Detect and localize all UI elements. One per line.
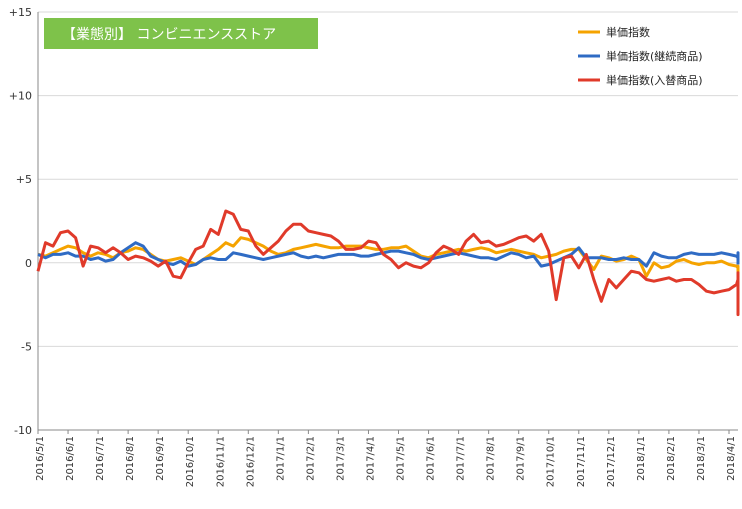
x-tick-label: 2018/3/1	[696, 436, 707, 481]
x-tick-label: 2016/9/1	[155, 436, 166, 481]
legend-label-0: 単価指数	[606, 25, 650, 39]
x-tick-label: 2017/3/1	[335, 436, 346, 481]
series-line-0	[37, 236, 740, 281]
y-tick-label: -5	[21, 340, 32, 353]
y-axis-ticks: +15 +10 +5 0 -5 -10	[9, 6, 32, 437]
x-tick-label: 2017/4/1	[365, 436, 376, 481]
x-tick-label: 2017/5/1	[396, 436, 407, 481]
x-tick-label: 2016/5/1	[35, 436, 46, 481]
legend-label-1: 単価指数(継続商品)	[606, 49, 703, 63]
y-tick-label: +10	[9, 90, 32, 103]
y-tick-label: -10	[14, 424, 32, 437]
x-tick-label: 2016/8/1	[125, 436, 136, 481]
x-tick-label: 2017/2/1	[305, 436, 316, 481]
x-tick-label: 2017/9/1	[516, 436, 527, 481]
x-tick-label: 2018/1/1	[636, 436, 647, 481]
x-tick-label: 2017/6/1	[426, 436, 437, 481]
x-tick-label: 2017/10/1	[546, 436, 557, 487]
x-tick-label: 2016/6/1	[65, 436, 76, 481]
chart-title: 【業態別】 コンビニエンスストア	[62, 27, 276, 43]
x-tick-label: 2017/12/1	[606, 436, 617, 487]
x-tick-label: 2016/12/1	[245, 436, 256, 487]
y-tick-label: +5	[16, 173, 32, 186]
x-tick-label: 2017/1/1	[275, 436, 286, 481]
chart-title-box: 【業態別】 コンビニエンスストア	[44, 18, 318, 49]
x-tick-label: 2018/4/1	[726, 436, 737, 481]
chart-title-background	[44, 18, 318, 49]
legend-label-2: 単価指数(入替商品)	[606, 73, 703, 87]
x-tick-label: 2016/11/1	[215, 436, 226, 487]
series-lines	[36, 209, 740, 317]
y-tick-label: 0	[25, 257, 32, 270]
x-tick-label: 2017/11/1	[576, 436, 587, 487]
x-tick-label: 2018/2/1	[666, 436, 677, 481]
x-axis-ticks: 2016/5/1 2016/6/1 2016/7/1 2016/8/1 2016/9/1…	[35, 430, 737, 487]
series-line-1	[37, 241, 740, 268]
x-tick-label: 2016/10/1	[185, 436, 196, 487]
x-tick-label: 2016/7/1	[95, 436, 106, 481]
x-tick-label: 2017/7/1	[456, 436, 467, 481]
x-tick-label: 2017/8/1	[486, 436, 497, 481]
y-tick-label: +15	[9, 6, 32, 19]
series-line-2	[36, 209, 740, 317]
